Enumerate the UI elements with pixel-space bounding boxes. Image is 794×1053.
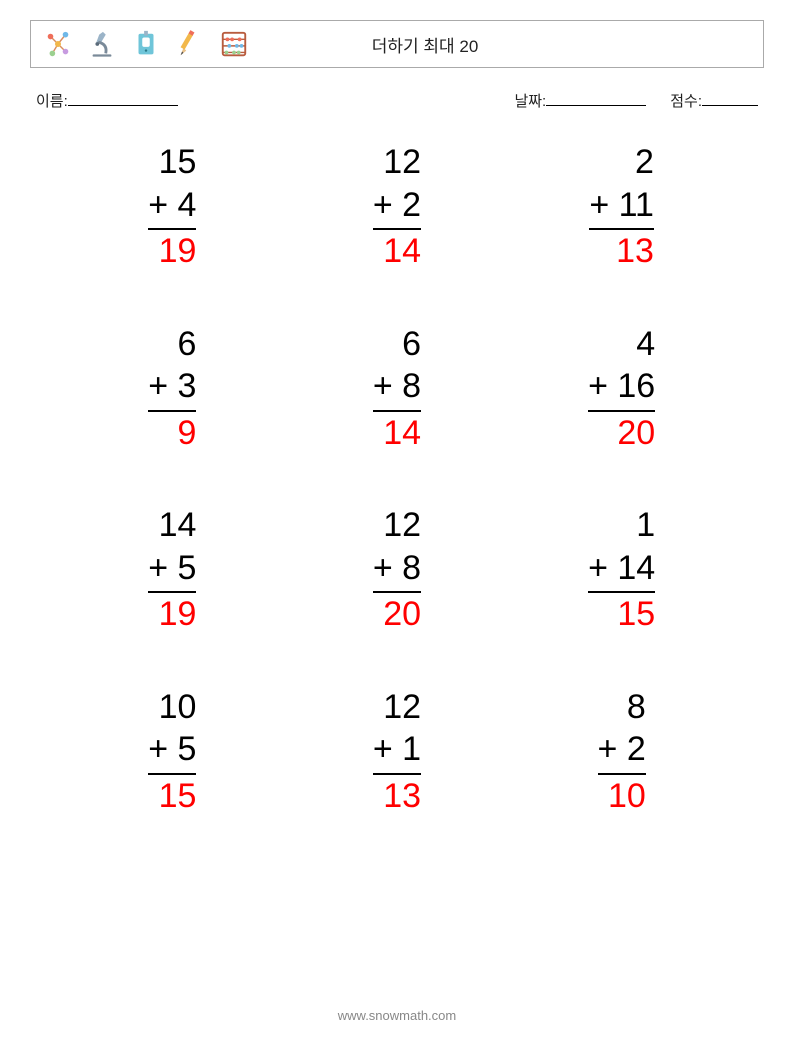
problem: 12+ 1 13 [305, 686, 490, 818]
date-label: 날짜: [514, 90, 546, 111]
name-label: 이름: [36, 90, 68, 111]
operand-bottom: + 5 [148, 547, 196, 590]
operand-bottom: + 14 [588, 547, 655, 590]
problem: 6+ 8 14 [305, 323, 490, 455]
answer: 13 [373, 773, 421, 818]
operand-top: 6 [373, 323, 421, 366]
operand-top: 4 [588, 323, 655, 366]
operand-bottom: + 1 [373, 728, 421, 771]
problem: 4+ 16 20 [529, 323, 714, 455]
problem-stack: 12+ 8 20 [373, 504, 421, 636]
problem-stack: 10+ 5 15 [148, 686, 196, 818]
problem-stack: 14+ 5 19 [148, 504, 196, 636]
problem: 15+ 4 19 [80, 141, 265, 273]
problem-stack: 6+ 3 9 [148, 323, 196, 455]
answer: 19 [148, 591, 196, 636]
problem-grid: 15+ 4 19 12+ 2 14 2+ 11 13 6+ 3 9 6+ 8 1… [30, 141, 764, 817]
microscope-icon [87, 29, 117, 59]
operand-bottom: + 11 [589, 184, 654, 227]
score-label: 점수: [670, 90, 702, 111]
problem: 10+ 5 15 [80, 686, 265, 818]
molecule-icon [43, 29, 73, 59]
answer: 15 [588, 591, 655, 636]
operand-top: 6 [148, 323, 196, 366]
answer: 13 [589, 228, 654, 273]
operand-top: 8 [598, 686, 646, 729]
operand-top: 10 [148, 686, 196, 729]
problem-stack: 12+ 2 14 [373, 141, 421, 273]
answer: 14 [373, 410, 421, 455]
operand-bottom: + 8 [373, 547, 421, 590]
problem-stack: 8+ 2 10 [598, 686, 646, 818]
problem-stack: 4+ 16 20 [588, 323, 655, 455]
date-field: 날짜: [514, 90, 646, 111]
problem: 8+ 2 10 [529, 686, 714, 818]
name-field: 이름: [36, 90, 178, 111]
answer: 20 [588, 410, 655, 455]
operand-top: 1 [588, 504, 655, 547]
info-row: 이름: 날짜: 점수: [36, 90, 758, 111]
problem: 12+ 8 20 [305, 504, 490, 636]
date-underline [546, 90, 646, 106]
answer: 20 [373, 591, 421, 636]
answer: 10 [598, 773, 646, 818]
pencil-icon [175, 29, 205, 59]
problem: 1+ 14 15 [529, 504, 714, 636]
score-underline [702, 90, 758, 106]
answer: 15 [148, 773, 196, 818]
problem-stack: 1+ 14 15 [588, 504, 655, 636]
answer: 14 [373, 228, 421, 273]
header-box: 더하기 최대 20 [30, 20, 764, 68]
operand-bottom: + 5 [148, 728, 196, 771]
footer-url: www.snowmath.com [0, 1008, 794, 1023]
problem: 14+ 5 19 [80, 504, 265, 636]
name-underline [68, 90, 178, 106]
operand-bottom: + 2 [373, 184, 421, 227]
problem-stack: 6+ 8 14 [373, 323, 421, 455]
problem-stack: 2+ 11 13 [589, 141, 654, 273]
operand-bottom: + 2 [598, 728, 646, 771]
operand-top: 14 [148, 504, 196, 547]
problem-stack: 15+ 4 19 [148, 141, 196, 273]
worksheet-title: 더하기 최대 20 [249, 32, 751, 57]
problem: 6+ 3 9 [80, 323, 265, 455]
operand-bottom: + 8 [373, 365, 421, 408]
answer: 9 [148, 410, 196, 455]
problem: 12+ 2 14 [305, 141, 490, 273]
operand-top: 12 [373, 504, 421, 547]
operand-top: 12 [373, 686, 421, 729]
sharpener-icon [131, 29, 161, 59]
operand-bottom: + 16 [588, 365, 655, 408]
operand-top: 12 [373, 141, 421, 184]
operand-bottom: + 4 [148, 184, 196, 227]
abacus-icon [219, 29, 249, 59]
score-field: 점수: [670, 90, 758, 111]
problem-stack: 12+ 1 13 [373, 686, 421, 818]
header-icons [43, 29, 249, 59]
operand-bottom: + 3 [148, 365, 196, 408]
operand-top: 15 [148, 141, 196, 184]
problem: 2+ 11 13 [529, 141, 714, 273]
operand-top: 2 [589, 141, 654, 184]
answer: 19 [148, 228, 196, 273]
